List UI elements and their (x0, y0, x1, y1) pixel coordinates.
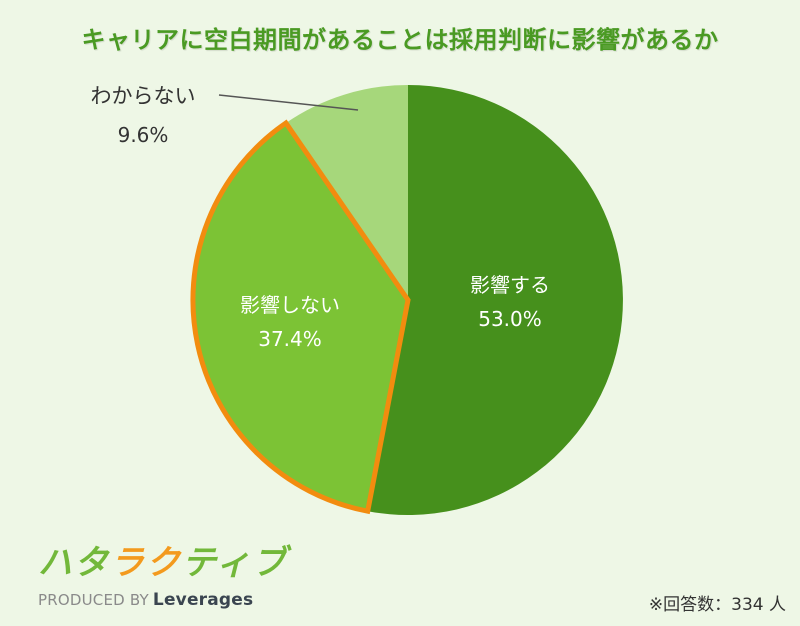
logo-part-3: ティブ (182, 543, 288, 583)
company-name: Leverages (152, 590, 254, 610)
chart-title: キャリアに空白期間があることは採用判断に影響があるか (81, 26, 719, 54)
label-affects: 影響する 53.0% (450, 275, 570, 329)
label-unknown-pct: 9.6% (117, 123, 169, 147)
label-unknown-name: わからない (90, 84, 196, 108)
label-not-affects-pct: 37.4% (258, 327, 322, 351)
label-affects-pct: 53.0% (478, 307, 542, 331)
slice-not-affects (190, 119, 411, 515)
label-unknown: わからない 9.6% (78, 84, 208, 147)
produced-by: PRODUCED BY Leverages (38, 590, 253, 610)
label-not-affects: 影響しない 37.4% (225, 295, 355, 349)
leader-line (218, 94, 359, 111)
produced-by-text: PRODUCED BY (38, 591, 149, 609)
slice-unknown (285, 85, 408, 300)
label-affects-name: 影響する (470, 273, 550, 297)
logo-part-2: ラク (110, 543, 182, 583)
hataractive-logo: ハタラクティブ (38, 546, 288, 580)
slice-affects (367, 85, 623, 515)
label-not-affects-name: 影響しない (240, 293, 340, 317)
logo-part-1: ハタ (38, 543, 110, 583)
respondents-note: ※回答数：334 人 (648, 595, 786, 615)
